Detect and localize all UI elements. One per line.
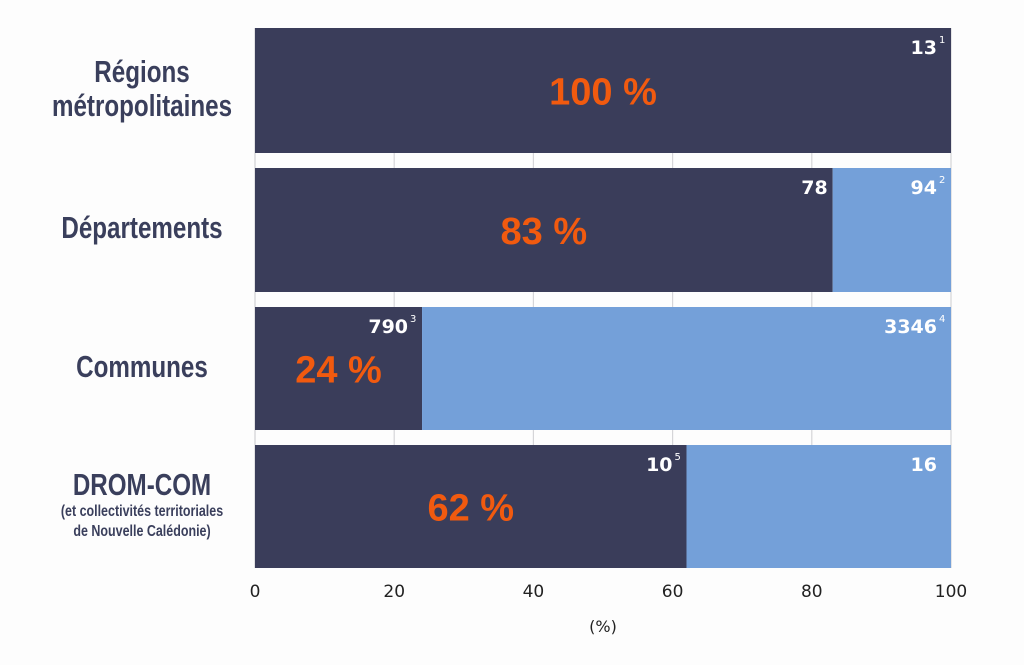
bar-segment-remainder [832,168,951,292]
category-label: DROM-COM (et collectivités territoriales d… [0,466,292,542]
x-tick-label: 100 [935,582,967,602]
percent-label: 100 % [549,72,657,114]
total-label: 16 [911,454,937,476]
bar-segment-share [255,307,423,430]
category-subtitle: (et collectivités territoriales [60,502,224,520]
count-label: 790 [368,316,408,338]
bar-segment-remainder [422,307,951,430]
percent-label: 24 % [295,350,382,392]
percent-label: 83 % [501,211,588,253]
percent-label: 62 % [427,488,514,530]
total-footnote: 2 [939,175,945,186]
count-label: 13 [911,37,937,59]
category-subtitle: de Nouvelle Calédonie) [73,522,211,540]
x-tick-label: 20 [383,582,405,602]
count-footnote: 5 [675,452,681,463]
x-tick-label: 80 [801,582,823,602]
category-name: Communes [76,348,208,384]
total-footnote: 4 [939,314,945,325]
x-tick-label: 0 [250,582,261,602]
x-tick-label: 60 [662,582,684,602]
category-label: Communes [0,348,292,384]
total-label: 94 [911,177,937,199]
x-tick-label: 40 [523,582,545,602]
bar-segment-share [255,168,833,292]
category-name: Départements [61,210,223,245]
category-name: Régions [94,53,190,89]
bar-segment-remainder [686,445,951,568]
count-label: 10 [646,454,672,476]
total-label: 3346 [884,316,937,338]
bar-segment-share [255,445,687,568]
category-label: Départements [0,211,292,245]
count-footnote: 3 [410,314,416,325]
category-label: Régions métropolitaines [0,53,292,123]
category-name: DROM-COM [72,466,212,502]
category-name: métropolitaines [51,87,233,123]
bar-segment-share [255,28,951,153]
x-axis-label: (%) [589,617,617,636]
count-footnote: 1 [939,35,945,46]
count-label: 78 [801,177,827,199]
